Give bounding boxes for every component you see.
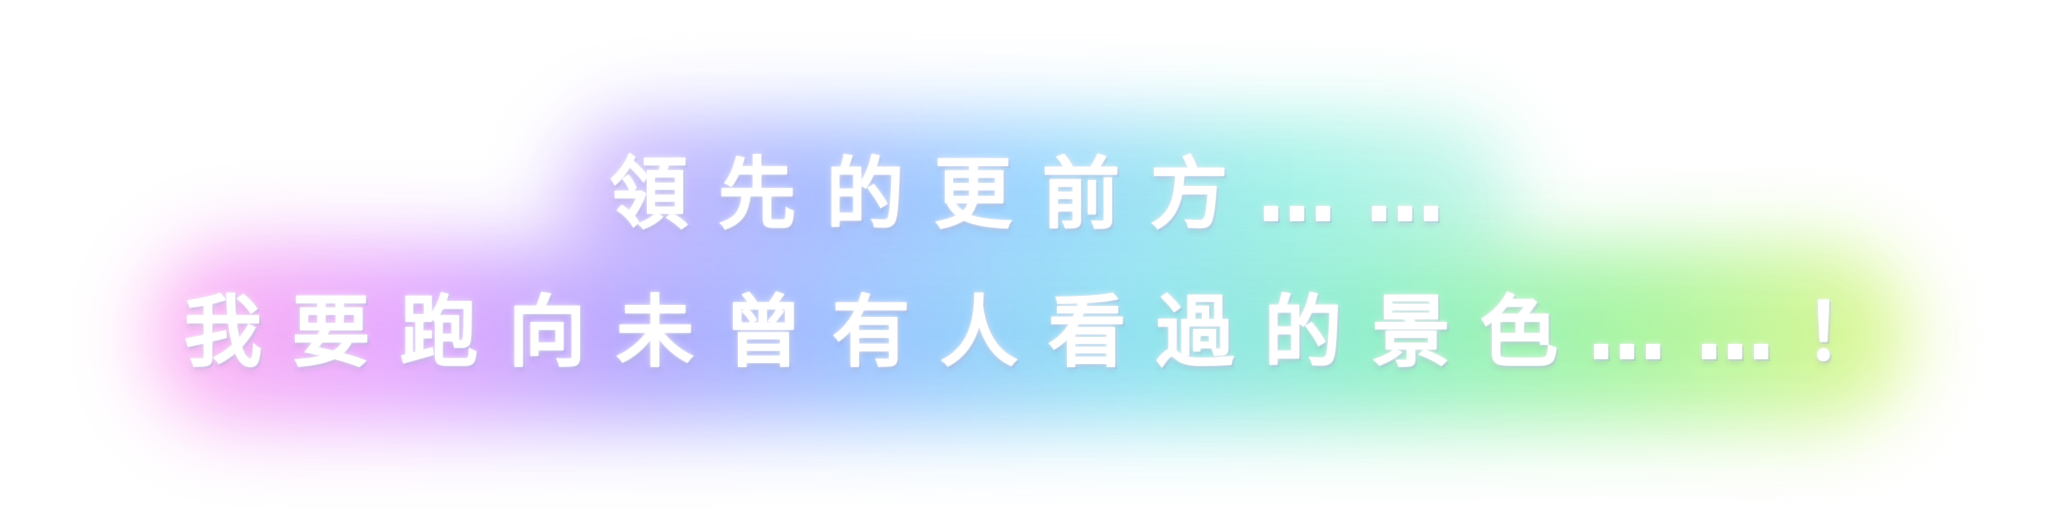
title-line-2: 我要跑向未曾有人看過的景色……！ (184, 288, 1913, 378)
title-line-1: 領先的更前方…… (610, 150, 1475, 240)
rainbow-glow-line2 (150, 245, 1910, 425)
